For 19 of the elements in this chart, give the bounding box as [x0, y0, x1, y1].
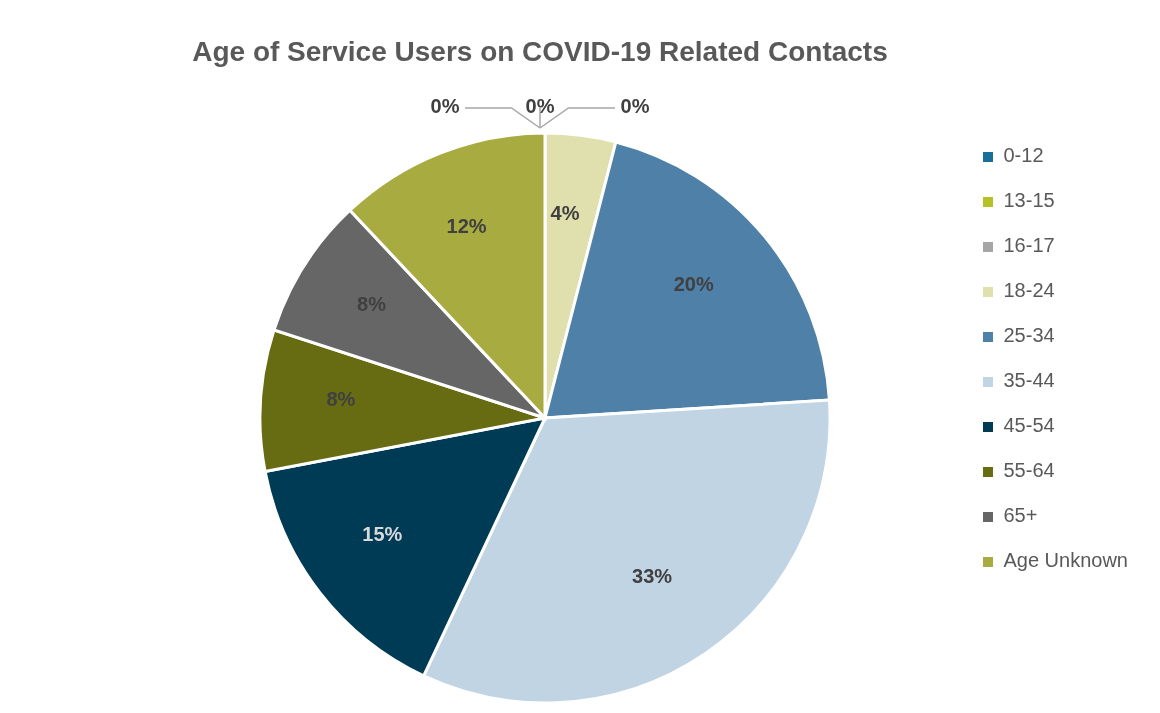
data-label: 4% — [550, 202, 580, 225]
legend-label: 55-64 — [1003, 459, 1055, 481]
text: 0% — [430, 95, 460, 118]
text: 0% — [525, 95, 555, 118]
text: 0% — [620, 95, 650, 118]
data-label: 15% — [362, 522, 403, 545]
legend-label: 18-24 — [1003, 279, 1055, 301]
legend-label: 13-15 — [1003, 189, 1055, 211]
legend-label: Age Unknown — [1003, 549, 1128, 571]
legend-label: 45-54 — [1003, 414, 1055, 436]
data-label: 20% — [673, 273, 714, 296]
legend-label: 25-34 — [1003, 324, 1055, 346]
legend-label: 16-17 — [1003, 234, 1055, 256]
legend-label: 65+ — [1003, 504, 1038, 526]
legend-label: 35-44 — [1003, 369, 1055, 391]
legend-label: 0-12 — [1003, 144, 1044, 166]
data-label: 12% — [446, 214, 487, 237]
data-label: 33% — [632, 565, 673, 588]
chart-title: Age of Service Users on COVID-19 Related Contacts — [191, 36, 889, 68]
